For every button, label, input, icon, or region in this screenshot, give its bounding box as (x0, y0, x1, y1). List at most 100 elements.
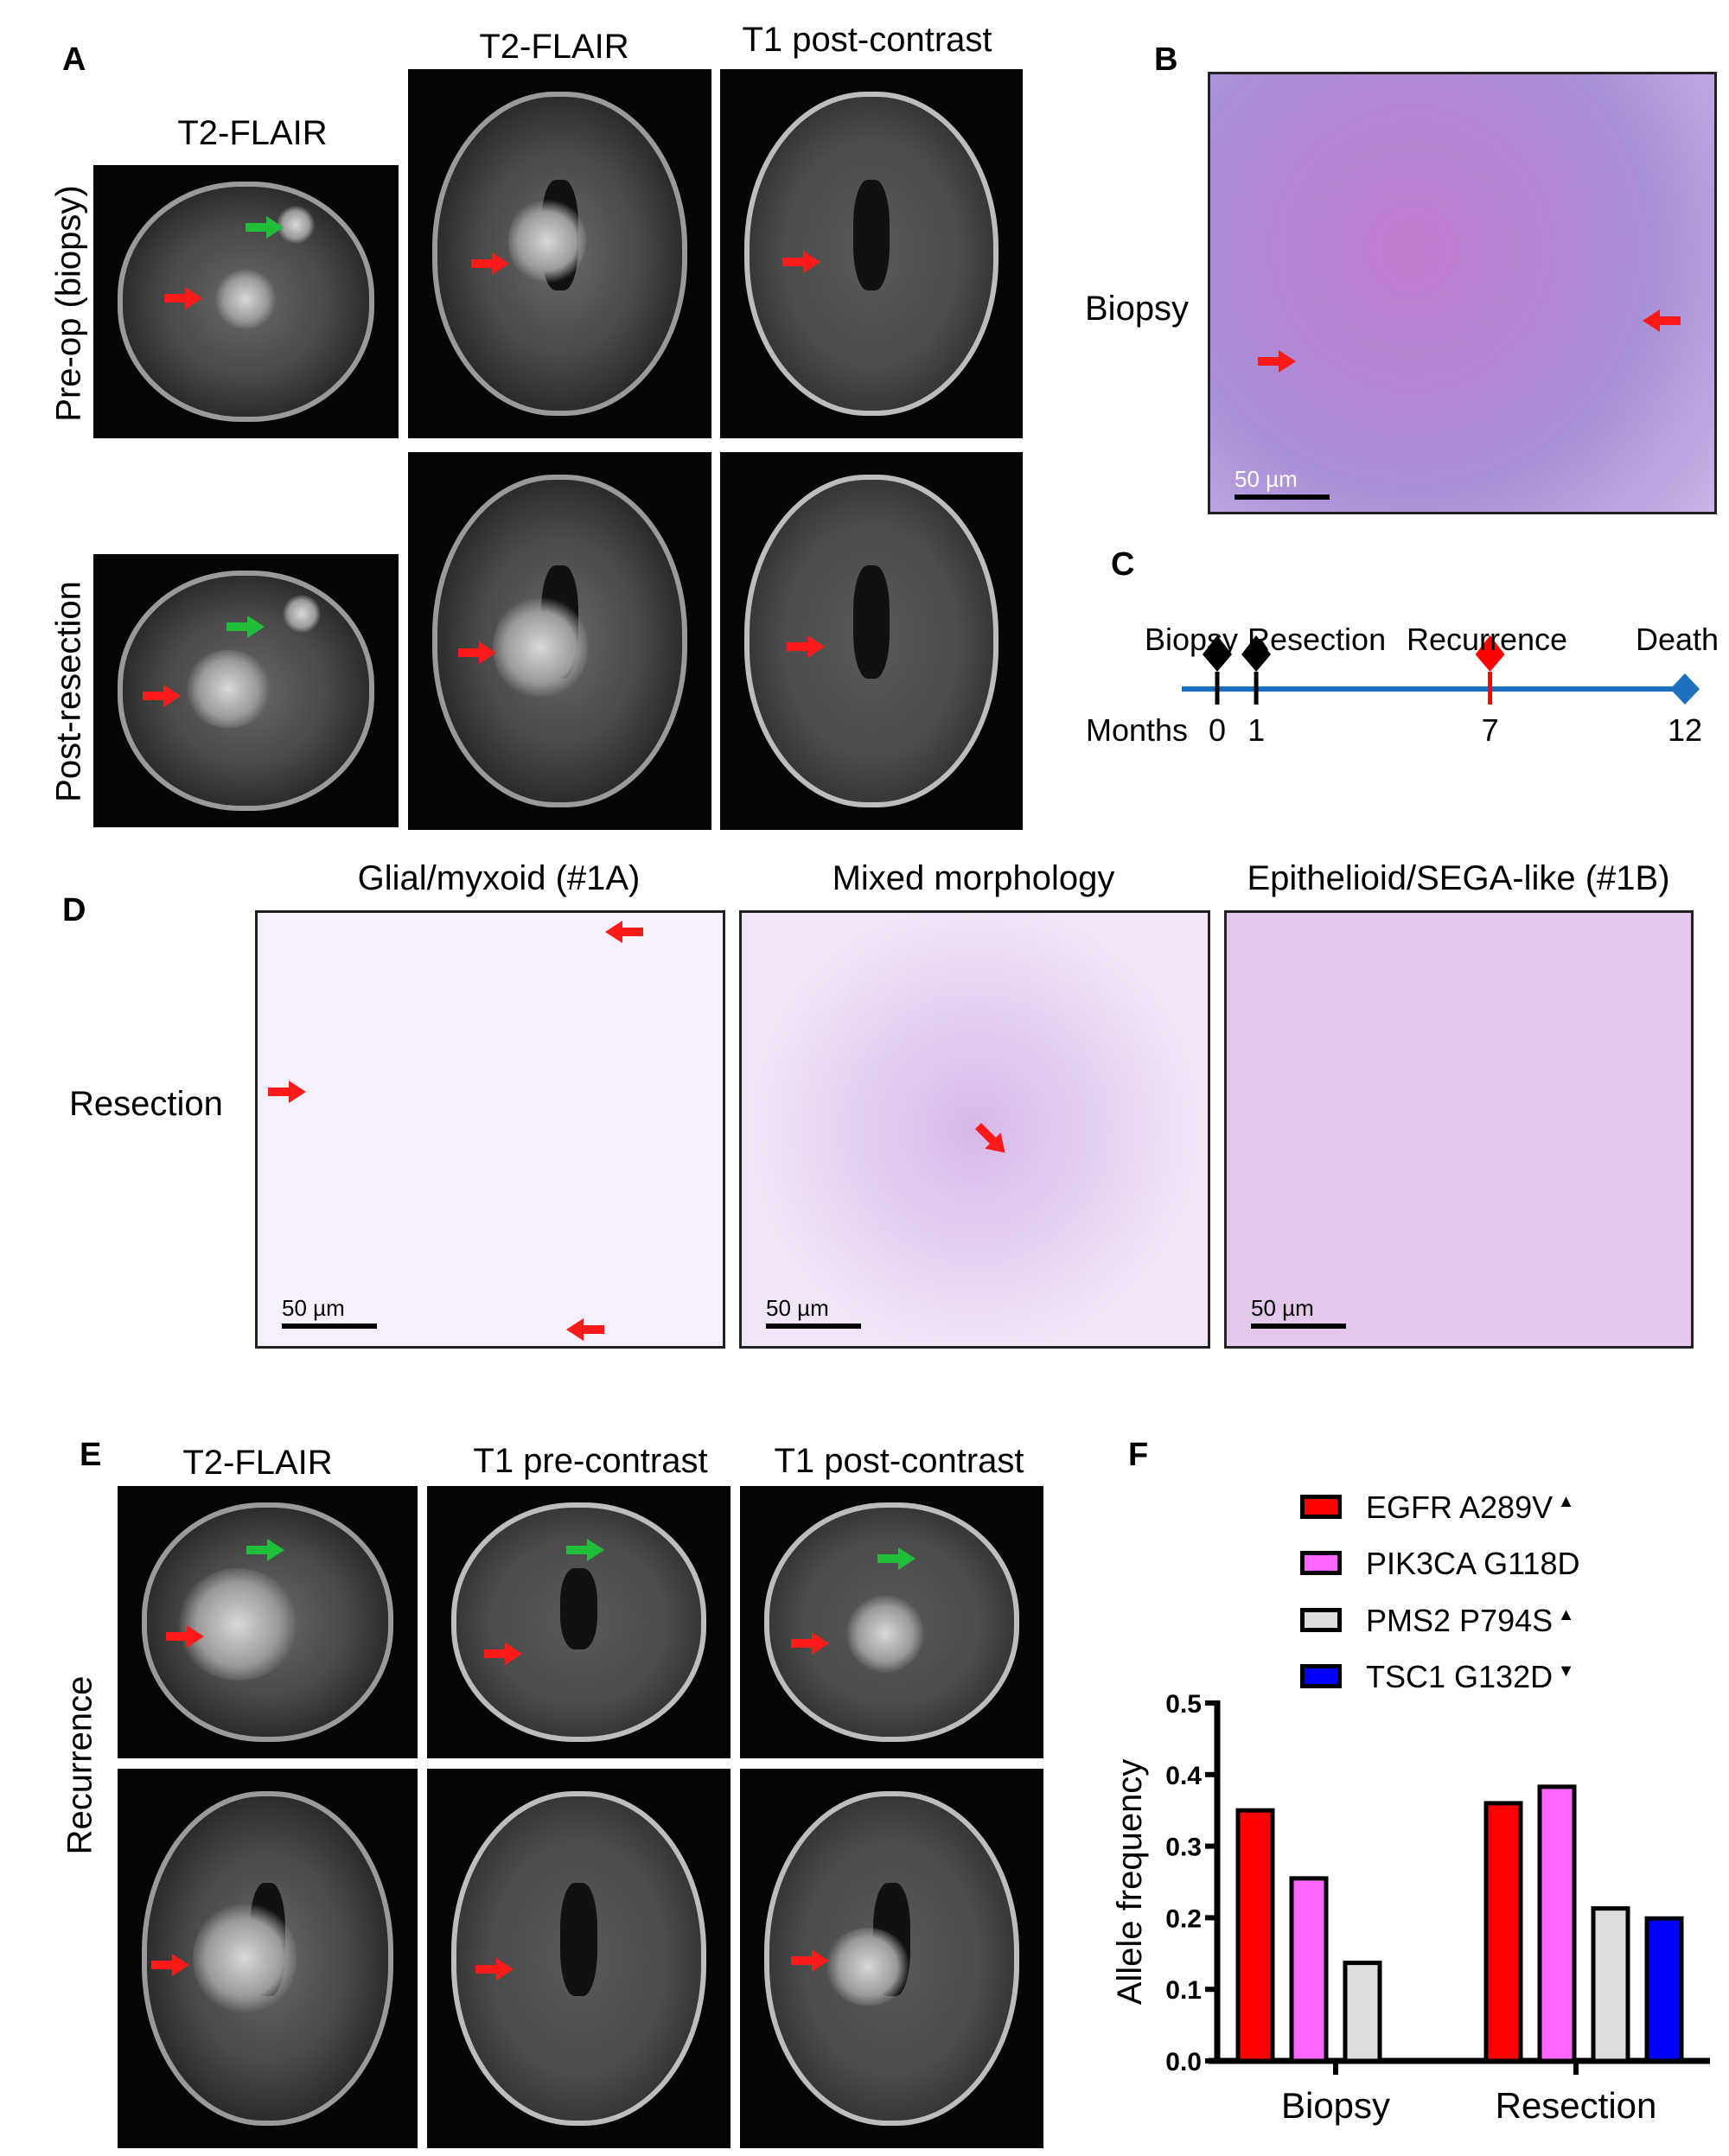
red-arrow-icon (791, 1632, 829, 1655)
bar-tsc1-g132d-resection (1644, 1916, 1684, 2064)
x-tick-label: Biopsy (1281, 2085, 1390, 2126)
mri-postresection-axial-t1post (720, 452, 1023, 830)
mri-recurrence-coronal-t1post (740, 1486, 1043, 1758)
event-diamond (1203, 635, 1232, 672)
panel-e-title-1: T2-FLAIR (182, 1444, 333, 1482)
mri-preop-axial-t1post (720, 69, 1023, 438)
month-tick-label: 0 (1209, 712, 1226, 748)
panel-a-title-2: T2-FLAIR (479, 28, 629, 66)
red-arrow-icon (475, 1958, 514, 1981)
panel-b-row-label: Biopsy (1085, 290, 1190, 328)
event-label: Death (1636, 622, 1719, 657)
legend-series-name: PMS2 P794S (1366, 1603, 1554, 1638)
panel-a-title-3: T1 post-contrast (742, 21, 992, 59)
red-arrow-icon (143, 685, 181, 707)
mri-recurrence-axial-t1pre (427, 1769, 731, 2148)
month-tick-label: 7 (1482, 712, 1499, 748)
mri-recurrence-coronal-flair (118, 1486, 418, 1758)
legend-swatch (1300, 1551, 1342, 1575)
y-tick-label: 0.3 (1165, 1834, 1202, 1862)
mri-recurrence-coronal-t1pre (427, 1486, 731, 1758)
legend-series-name: TSC1 G132D (1366, 1659, 1554, 1694)
histology-epithelioid: 50 µm (1224, 910, 1694, 1349)
y-tick-label: 0.2 (1165, 1904, 1202, 1933)
red-arrow-icon (166, 1625, 204, 1648)
scale-bar: 50 µm (282, 1295, 377, 1329)
y-tick-label: 0.5 (1165, 1690, 1202, 1719)
histology-mixed: 50 µm (739, 910, 1210, 1349)
red-arrow-icon (268, 1081, 306, 1103)
event-diamond (1475, 635, 1505, 672)
panel-e-row-label: Recurrence (61, 1675, 99, 1855)
red-arrow-icon (791, 1949, 829, 1972)
legend-swatch (1300, 1608, 1342, 1632)
green-arrow-icon (226, 616, 265, 638)
legend-marker: ▼ (1553, 1662, 1575, 1681)
red-arrow-icon (970, 1118, 1012, 1160)
timeline: Biopsy 0 Resection 1 Recurrence 7 Death 12 Month… (1086, 622, 1719, 748)
red-arrow-icon (782, 251, 820, 273)
month-tick-label: 1 (1247, 712, 1265, 748)
panel-d-label: D (62, 892, 86, 928)
legend-label: PIK3CA G118D (1366, 1546, 1579, 1582)
legend-marker: ▲ (1553, 1605, 1575, 1624)
y-tick-label: 0.4 (1165, 1762, 1202, 1790)
mri-recurrence-axial-flair (118, 1769, 418, 2148)
mri-preop-coronal-flair (93, 165, 399, 438)
legend-label: EGFR A289V ▲ (1366, 1489, 1574, 1526)
panel-e-title-2: T1 pre-contrast (473, 1442, 708, 1480)
green-arrow-icon (877, 1547, 916, 1570)
panel-a-title-1: T2-FLAIR (177, 114, 328, 152)
mri-postresection-axial-flair (408, 452, 711, 830)
y-tick-label: 0.1 (1165, 1976, 1202, 2005)
event-label: Biopsy (1145, 622, 1238, 657)
panel-b-label: B (1154, 41, 1178, 78)
legend-swatch (1300, 1495, 1342, 1519)
legend-label: PMS2 P794S ▲ (1366, 1603, 1574, 1639)
panel-f-label: F (1128, 1437, 1149, 1473)
x-tick-label: Resection (1496, 2085, 1657, 2126)
y-tick-label: 0.0 (1165, 2048, 1202, 2076)
mri-postresection-coronal-flair (93, 554, 399, 827)
histology-glial-myxoid: 50 µm (255, 910, 725, 1349)
green-arrow-icon (566, 1539, 604, 1561)
scale-bar-label: 50 µm (766, 1295, 829, 1321)
month-tick-label: 12 (1668, 712, 1702, 748)
red-arrow-icon (471, 252, 509, 275)
red-arrow-icon (566, 1318, 604, 1341)
months-axis-label: Months (1086, 712, 1188, 748)
red-arrow-icon (458, 641, 496, 664)
scale-bar: 50 µm (1251, 1295, 1346, 1329)
panel-a-row-label-preop: Pre-op (biopsy) (49, 185, 88, 422)
event-diamond (1241, 635, 1272, 672)
panel-a-row-label-postresection: Post-resection (49, 581, 88, 802)
scale-bar: 50 µm (766, 1295, 861, 1329)
scale-bar-label: 50 µm (282, 1295, 345, 1321)
legend-marker: ▲ (1553, 1492, 1575, 1511)
bar-pms2-p794s-resection (1591, 1906, 1630, 2064)
mri-preop-axial-flair (408, 69, 711, 438)
legend-series-name: EGFR A289V (1366, 1489, 1554, 1525)
event-label: Recurrence (1407, 622, 1567, 657)
legend-series-name: PIK3CA G118D (1366, 1546, 1580, 1581)
panel-e-title-3: T1 post-contrast (774, 1442, 1024, 1480)
panel-d-title-1: Glial/myxoid (#1A) (357, 859, 641, 897)
red-arrow-icon (1643, 309, 1681, 332)
scale-bar-label: 50 µm (1235, 466, 1298, 492)
bar-pik3ca-g118d-biopsy (1289, 1876, 1329, 2064)
green-arrow-icon (246, 1539, 284, 1561)
panel-d-row-label: Resection (69, 1085, 223, 1123)
panel-d-title-3: Epithelioid/SEGA-like (#1B) (1247, 859, 1670, 897)
event-label: Resection (1247, 622, 1386, 657)
allele-frequency-chart: 0.0 0.1 0.2 0.3 0.4 0.5 Allele frequency Biopsy… (1111, 1690, 1710, 2126)
y-axis-label: Allele frequency (1111, 1759, 1149, 2006)
panel-c-label: C (1111, 546, 1135, 583)
red-arrow-icon (605, 921, 643, 943)
legend-swatch (1300, 1664, 1342, 1688)
green-arrow-icon (246, 216, 284, 239)
scale-bar-label: 50 µm (1251, 1295, 1314, 1321)
red-arrow-icon (151, 1954, 189, 1976)
red-arrow-icon (164, 287, 202, 309)
bar-egfr-a289v-resection (1483, 1801, 1523, 2064)
